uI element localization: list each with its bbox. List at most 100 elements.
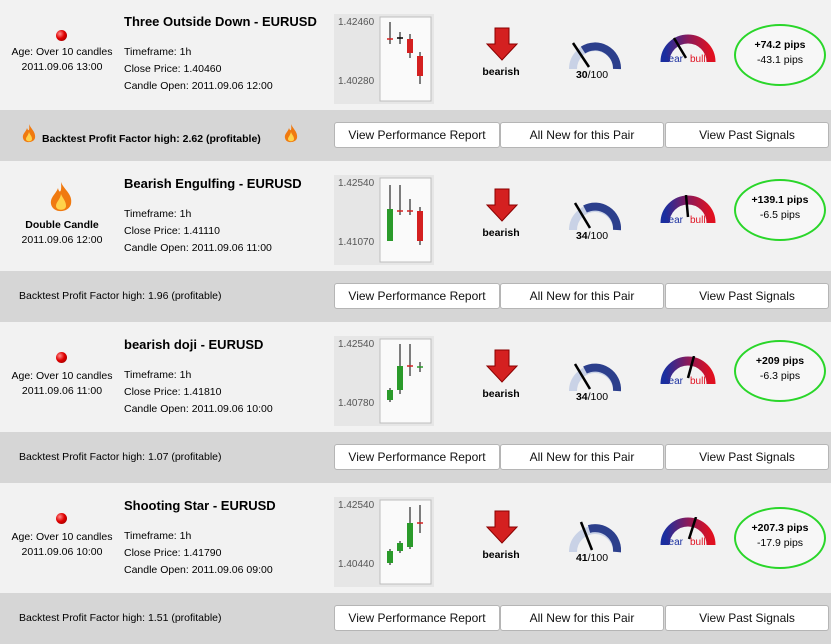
strength-value: 34: [575, 230, 588, 242]
timeframe: Timeframe: 1h: [124, 369, 192, 381]
chart-high-label: 1.42540: [338, 500, 375, 511]
pips-up: +139.1 pips: [751, 194, 809, 206]
strength-gauge-icon: [569, 42, 621, 70]
backtest-text: Backtest Profit Factor high: 1.07 (profi…: [19, 451, 222, 463]
candle-open: Candle Open: 2011.09.06 10:00: [124, 403, 273, 415]
sentiment-gauge-icon: bear bull: [660, 517, 716, 548]
view-performance-report-button[interactable]: View Performance Report: [334, 605, 500, 631]
backtest-band: Backtest Profit Factor high: 1.96 (profi…: [0, 271, 831, 322]
backtest-text: Backtest Profit Factor high: 2.62 (profi…: [42, 133, 261, 145]
signal-age: Double Candle: [25, 219, 99, 231]
backtest-text: Backtest Profit Factor high: 1.96 (profi…: [19, 290, 222, 302]
pips-up: +207.3 pips: [751, 522, 809, 534]
fire-icon: [50, 182, 72, 212]
chart-high-label: 1.42540: [338, 178, 375, 189]
sentiment-bull-label: bull: [690, 54, 706, 65]
signal-title[interactable]: bearish doji - EURUSD: [124, 337, 264, 352]
arrow-down-icon: [485, 510, 519, 544]
sentiment-bull-label: bull: [690, 215, 706, 226]
red-dot-icon: [56, 352, 67, 363]
direction-label: bearish: [482, 66, 520, 78]
pips-result: +139.1 pips -6.5 pips: [734, 179, 826, 241]
candlestick-chart[interactable]: 1.42540 1.40780: [334, 336, 434, 426]
chart-low-label: 1.40780: [338, 398, 375, 409]
all-new-for-pair-button[interactable]: All New for this Pair: [500, 122, 664, 148]
all-new-for-pair-button[interactable]: All New for this Pair: [500, 283, 664, 309]
pips-down: -43.1 pips: [756, 54, 804, 66]
signal-title[interactable]: Bearish Engulfing - EURUSD: [124, 176, 302, 191]
close-price: Close Price: 1.41110: [124, 225, 220, 237]
chart-high-label: 1.42460: [338, 17, 375, 28]
sentiment-gauge-icon: bear bull: [660, 195, 716, 226]
timeframe: Timeframe: 1h: [124, 208, 192, 220]
chart-low-label: 1.40280: [338, 76, 375, 87]
fire-icon: [284, 124, 298, 143]
fire-icon: [22, 124, 36, 143]
candle-open: Candle Open: 2011.09.06 09:00: [124, 564, 273, 576]
view-past-signals-button[interactable]: View Past Signals: [665, 444, 829, 470]
signal-date: 2011.09.06 11:00: [21, 385, 103, 397]
pips-down: -17.9 pips: [756, 537, 804, 549]
signal-age: Age: Over 10 candles: [11, 370, 113, 382]
sentiment-bull-label: bull: [690, 537, 706, 548]
pips-down: -6.5 pips: [759, 209, 801, 221]
arrow-down-icon: [485, 349, 519, 383]
chart-low-label: 1.40440: [338, 559, 375, 570]
sentiment-bull-label: bull: [690, 376, 706, 387]
close-price: Close Price: 1.40460: [124, 63, 222, 75]
sentiment-bear-label: bear: [663, 537, 684, 548]
backtest-band: Backtest Profit Factor high: 2.62 (profi…: [0, 110, 831, 161]
sentiment-gauge-icon: bear bull: [660, 34, 716, 65]
view-past-signals-button[interactable]: View Past Signals: [665, 122, 829, 148]
signal-date: 2011.09.06 12:00: [21, 234, 103, 246]
backtest-text: Backtest Profit Factor high: 1.51 (profi…: [19, 612, 222, 624]
sentiment-gauge-icon: bear bull: [660, 356, 716, 387]
signal-date: 2011.09.06 10:00: [21, 546, 103, 558]
strength-max: /100: [587, 69, 609, 81]
signal-row: Age: Over 10 candles 2011.09.06 13:00 Th…: [0, 0, 831, 110]
view-past-signals-button[interactable]: View Past Signals: [665, 605, 829, 631]
sentiment-bear-label: bear: [663, 54, 684, 65]
view-performance-report-button[interactable]: View Performance Report: [334, 283, 500, 309]
signal-title[interactable]: Shooting Star - EURUSD: [124, 498, 276, 513]
close-price: Close Price: 1.41810: [124, 386, 222, 398]
view-performance-report-button[interactable]: View Performance Report: [334, 122, 500, 148]
timeframe: Timeframe: 1h: [124, 46, 192, 58]
strength-gauge-icon: [569, 363, 621, 392]
pips-result: +209 pips -6.3 pips: [734, 340, 826, 402]
pips-down: -6.3 pips: [759, 370, 801, 382]
candle-open: Candle Open: 2011.09.06 12:00: [124, 80, 273, 92]
candlestick-chart[interactable]: 1.42540 1.40440: [334, 497, 434, 587]
pips-up: +74.2 pips: [754, 39, 806, 51]
signal-date: 2011.09.06 13:00: [21, 61, 103, 73]
arrow-down-icon: [485, 188, 519, 222]
backtest-band: Backtest Profit Factor high: 1.07 (profi…: [0, 432, 831, 483]
direction-label: bearish: [482, 549, 520, 561]
strength-max: /100: [587, 552, 609, 564]
strength-value: 34: [575, 391, 588, 403]
backtest-band: Backtest Profit Factor high: 1.51 (profi…: [0, 593, 831, 644]
timeframe: Timeframe: 1h: [124, 530, 192, 542]
signal-row: Age: Over 10 candles 2011.09.06 11:00 be…: [0, 322, 831, 432]
chart-low-label: 1.41070: [338, 237, 375, 248]
red-dot-icon: [56, 513, 67, 524]
arrow-down-icon: [485, 27, 519, 61]
candle-open: Candle Open: 2011.09.06 11:00: [124, 242, 272, 254]
chart-high-label: 1.42540: [338, 339, 375, 350]
strength-gauge-icon: [569, 202, 621, 231]
signal-age: Age: Over 10 candles: [11, 531, 113, 543]
pips-result: +74.2 pips -43.1 pips: [734, 24, 826, 86]
strength-value: 30: [575, 69, 588, 81]
view-performance-report-button[interactable]: View Performance Report: [334, 444, 500, 470]
pips-up: +209 pips: [755, 355, 805, 367]
candlestick-chart[interactable]: 1.42540 1.41070: [334, 175, 434, 265]
view-past-signals-button[interactable]: View Past Signals: [665, 283, 829, 309]
candlestick-chart[interactable]: 1.42460 1.40280: [334, 14, 434, 104]
direction-label: bearish: [482, 388, 520, 400]
signal-title[interactable]: Three Outside Down - EURUSD: [124, 14, 317, 29]
direction-label: bearish: [482, 227, 520, 239]
all-new-for-pair-button[interactable]: All New for this Pair: [500, 605, 664, 631]
red-dot-icon: [56, 30, 67, 41]
all-new-for-pair-button[interactable]: All New for this Pair: [500, 444, 664, 470]
close-price: Close Price: 1.41790: [124, 547, 222, 559]
